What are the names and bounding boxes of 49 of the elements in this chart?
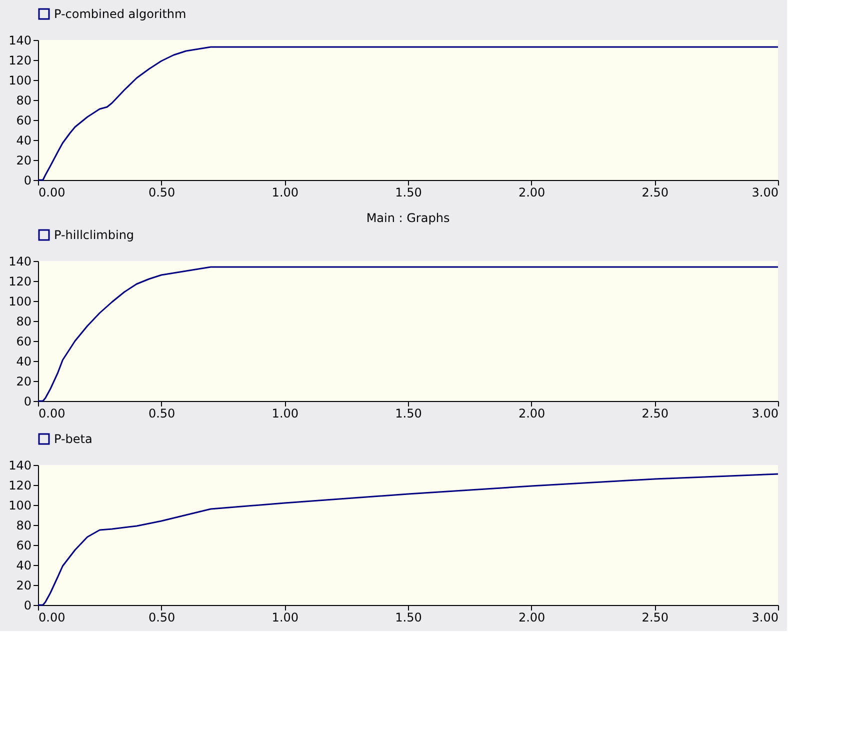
x-tick-label: 0.00 [38, 406, 66, 420]
y-tick-label: 20 [16, 374, 32, 388]
x-tick-label: 1.00 [272, 186, 299, 200]
y-tick-label: 140 [8, 254, 32, 268]
x-tick-label: 2.00 [518, 186, 546, 200]
x-tick-label: 1.50 [395, 406, 422, 420]
y-tick-label: 0 [24, 598, 32, 612]
legend-label: P-beta [54, 432, 92, 446]
y-tick-label: 120 [8, 274, 32, 288]
y-tick-label: 0 [24, 394, 32, 408]
y-tick-label: 60 [16, 114, 32, 128]
y-tick-label: 100 [8, 498, 32, 512]
y-tick-label: 40 [16, 558, 32, 572]
x-tick-label: 2.50 [642, 610, 669, 624]
x-tick-label: 2.00 [518, 406, 546, 420]
x-tick-label: 1.50 [395, 186, 422, 200]
y-tick-label: 120 [8, 478, 32, 492]
y-tick-label: 100 [8, 74, 32, 88]
x-tick-label: 3.00 [752, 610, 778, 624]
y-tick-label: 60 [16, 538, 32, 552]
x-tick-label: 0.00 [38, 186, 66, 200]
x-tick-label: 0.00 [38, 610, 66, 624]
x-tick-label: 0.50 [148, 610, 176, 624]
x-tick-label: 0.50 [148, 186, 176, 200]
x-tick-label: 1.00 [272, 610, 299, 624]
y-tick-label: 0 [24, 174, 32, 188]
y-tick-label: 40 [16, 354, 32, 368]
chart-title: Main : Graphs [366, 211, 450, 225]
x-tick-label: 2.50 [642, 406, 669, 420]
y-tick-label: 100 [8, 294, 32, 308]
y-tick-label: 80 [16, 314, 32, 328]
y-tick-label: 80 [16, 94, 32, 108]
x-tick-label: 2.00 [518, 610, 546, 624]
legend-label: P-combined algorithm [54, 7, 186, 21]
y-tick-label: 20 [16, 578, 32, 592]
y-tick-label: 140 [8, 458, 32, 472]
y-tick-label: 140 [8, 34, 32, 48]
y-tick-label: 20 [16, 154, 32, 168]
x-tick-label: 0.50 [148, 406, 176, 420]
x-tick-label: 2.50 [642, 186, 669, 200]
x-tick-label: 3.00 [752, 186, 778, 200]
y-tick-label: 80 [16, 518, 32, 532]
x-tick-label: 3.00 [752, 406, 778, 420]
y-tick-label: 60 [16, 334, 32, 348]
x-tick-label: 1.50 [395, 610, 422, 624]
x-tick-label: 1.00 [272, 406, 299, 420]
legend-label: P-hillclimbing [54, 228, 134, 242]
y-tick-label: 120 [8, 54, 32, 68]
y-tick-label: 40 [16, 134, 32, 148]
